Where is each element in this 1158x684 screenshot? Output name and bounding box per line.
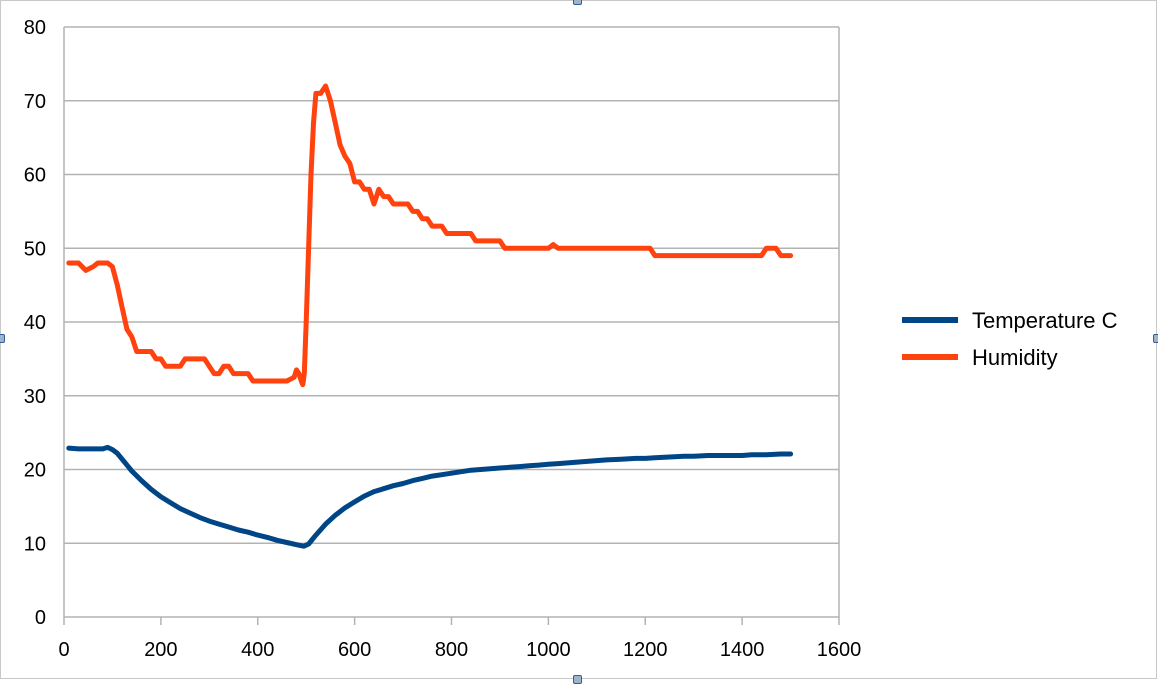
x-tick-label-600: 600	[338, 639, 371, 661]
legend-label-temperature: Temperature C	[972, 308, 1118, 333]
resize-handle-top[interactable]	[573, 0, 582, 5]
resize-handle-right[interactable]	[1153, 334, 1158, 343]
y-tick-label-10: 10	[24, 533, 46, 555]
x-tick-label-800: 800	[435, 639, 468, 661]
legend: Temperature C Humidity	[902, 308, 1118, 370]
x-tick-label-200: 200	[144, 639, 177, 661]
x-tick-label-1000: 1000	[526, 639, 571, 661]
x-tick-label-1400: 1400	[720, 639, 765, 661]
y-tick-label-0: 0	[35, 607, 46, 629]
y-tick-label-60: 60	[24, 165, 46, 187]
y-tick-label-50: 50	[24, 238, 46, 260]
gridlines	[64, 26, 839, 618]
resize-handle-left[interactable]	[0, 334, 5, 343]
y-tick-label-70: 70	[24, 91, 46, 113]
series-line-humidity	[66, 83, 794, 388]
y-tick-label-20: 20	[24, 460, 46, 482]
y-tick-label-80: 80	[24, 17, 46, 39]
y-tick-label-40: 40	[24, 312, 46, 334]
y-tick-label-30: 30	[24, 386, 46, 408]
x-tick-label-400: 400	[241, 639, 274, 661]
x-tick-label-1600: 1600	[817, 639, 862, 661]
legend-label-humidity: Humidity	[972, 345, 1058, 370]
x-tick-label-0: 0	[58, 639, 69, 661]
series-lines	[66, 83, 794, 549]
x-tick-label-1200: 1200	[623, 639, 668, 661]
series-line-temperature-c	[66, 444, 794, 549]
